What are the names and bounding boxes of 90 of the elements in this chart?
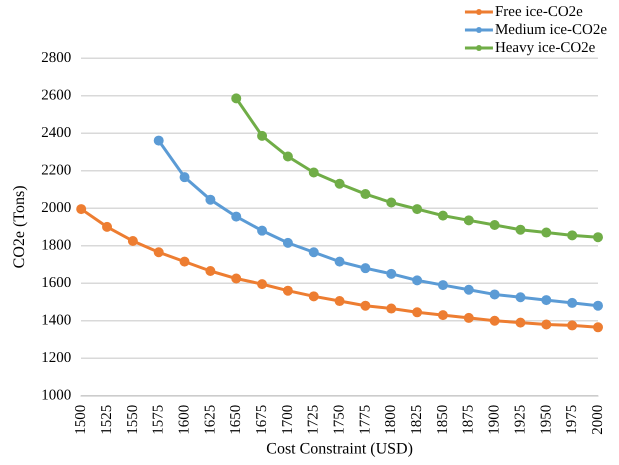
point xyxy=(490,289,500,300)
point xyxy=(593,300,603,311)
x-tick-label: 1775 xyxy=(357,404,374,435)
point xyxy=(515,292,526,302)
y-tick-label: 2800 xyxy=(41,50,72,66)
point xyxy=(464,284,474,295)
point xyxy=(231,274,242,284)
x-tick-label: 1925 xyxy=(512,404,528,435)
point xyxy=(438,280,448,290)
point xyxy=(205,194,216,205)
point xyxy=(308,167,319,178)
y-tick-label: 1800 xyxy=(41,238,72,254)
x-tick-label: 1625 xyxy=(202,404,218,435)
y-tick-label: 1000 xyxy=(41,388,72,404)
y-tick-label: 1600 xyxy=(41,275,72,292)
point xyxy=(154,247,164,258)
point xyxy=(386,304,396,314)
point xyxy=(567,298,578,308)
point xyxy=(593,232,603,242)
x-tick-label: 1550 xyxy=(124,404,141,435)
point xyxy=(360,263,370,274)
point xyxy=(334,256,345,267)
point xyxy=(541,228,552,238)
point xyxy=(282,238,293,248)
point xyxy=(490,316,500,326)
point xyxy=(541,319,552,330)
x-tick-label: 1600 xyxy=(176,404,192,435)
point xyxy=(308,291,319,302)
point xyxy=(334,296,345,306)
x-tick-label: 1850 xyxy=(434,404,451,435)
y-tick-label: 2400 xyxy=(41,125,72,142)
point xyxy=(334,178,345,189)
y-tick-label: 2000 xyxy=(41,200,72,216)
x-tick-label: 1825 xyxy=(409,404,426,435)
point xyxy=(180,172,190,182)
x-tick-label: 1725 xyxy=(306,404,322,435)
point xyxy=(464,312,474,323)
x-tick-label: 1900 xyxy=(486,404,503,435)
point xyxy=(515,224,526,235)
point xyxy=(541,295,552,306)
point xyxy=(360,300,370,311)
y-tick-label: 1200 xyxy=(41,350,72,366)
x-tick-label: 1750 xyxy=(332,404,348,435)
point xyxy=(386,198,396,208)
point xyxy=(282,286,293,296)
point xyxy=(308,247,319,258)
point xyxy=(231,93,242,104)
legend-label: Heavy ice-CO2e xyxy=(494,40,596,56)
point xyxy=(360,189,370,200)
point xyxy=(438,210,448,221)
point xyxy=(464,215,474,226)
x-tick-label: 1875 xyxy=(460,404,477,435)
point xyxy=(412,275,422,286)
y-tick-label: 2600 xyxy=(41,87,72,104)
x-axis-title: Cost Constraint (USD) xyxy=(266,440,413,458)
point xyxy=(567,320,578,330)
x-tick-label: 1950 xyxy=(538,404,554,435)
point xyxy=(102,222,112,232)
point xyxy=(593,322,603,332)
x-tick-label: 1650 xyxy=(228,404,244,435)
point xyxy=(257,130,268,141)
point xyxy=(180,256,190,267)
x-tick-label: 1575 xyxy=(150,404,167,435)
legend-label: Medium ice-CO2e xyxy=(494,22,608,38)
x-tick-label: 1700 xyxy=(280,404,296,435)
point xyxy=(412,204,422,214)
y-axis-title: CO2e (Tons) xyxy=(10,185,28,268)
x-tick-label: 1500 xyxy=(73,404,90,435)
point xyxy=(386,268,396,279)
point xyxy=(412,307,422,318)
point xyxy=(205,266,216,276)
point xyxy=(282,152,293,162)
x-tick-label: 2000 xyxy=(590,404,606,435)
point xyxy=(567,230,578,240)
x-tick-label: 1975 xyxy=(564,404,580,435)
legend-label: Free ice-CO2e xyxy=(494,4,584,20)
point xyxy=(515,318,526,328)
point xyxy=(76,204,86,214)
point xyxy=(257,226,268,236)
point xyxy=(257,279,268,290)
point xyxy=(128,236,138,246)
point xyxy=(154,136,164,146)
x-tick-label: 1800 xyxy=(383,404,400,435)
x-tick-label: 1525 xyxy=(98,404,115,435)
y-tick-label: 2200 xyxy=(41,162,72,179)
point xyxy=(438,310,448,320)
x-tick-label: 1675 xyxy=(254,404,270,435)
point xyxy=(490,220,500,230)
y-tick-label: 1400 xyxy=(41,312,72,329)
point xyxy=(231,212,242,222)
